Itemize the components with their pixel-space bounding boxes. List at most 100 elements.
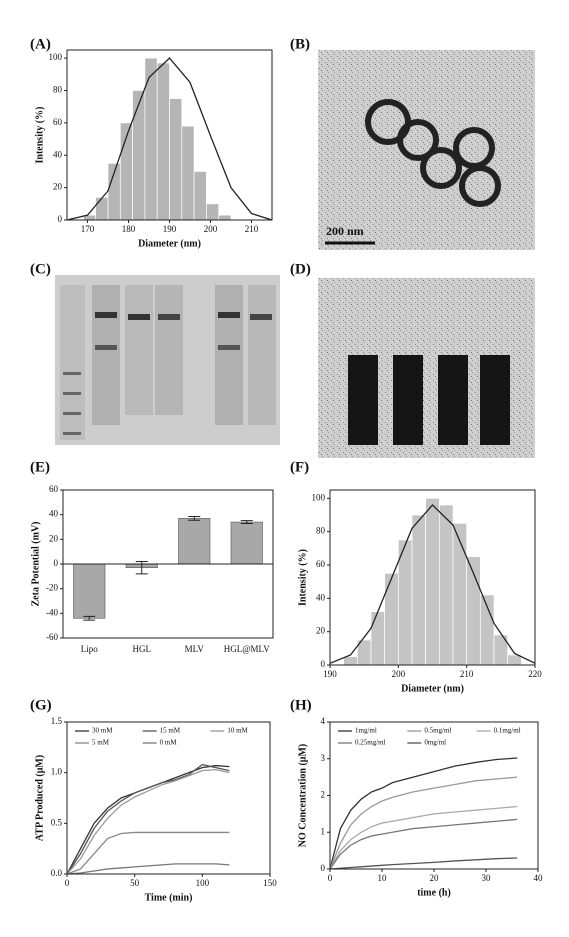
y-tick-label: 20 — [49, 533, 59, 543]
panel-label: (F) — [290, 459, 309, 475]
bar — [179, 518, 211, 564]
x-tick-label: 50 — [130, 878, 140, 888]
histogram-bar — [439, 505, 453, 665]
bar — [231, 522, 263, 564]
y-tick-label: 0 — [321, 659, 326, 669]
legend-label: 0.1mg/ml — [494, 727, 521, 735]
x-tick-label: 10 — [378, 873, 388, 883]
legend-label: 0 mM — [160, 739, 178, 747]
y-tick-label: 100 — [49, 52, 63, 62]
x-tick-label: 210 — [245, 224, 259, 234]
x-tick-label: 0 — [65, 878, 70, 888]
x-axis-label: Diameter (nm) — [138, 238, 201, 249]
figure: (A)020406080100170180190200210Diameter (… — [0, 0, 569, 937]
legend-label: 1mg/ml — [355, 727, 377, 735]
panel-label: (D) — [290, 261, 311, 277]
x-axis-label: Diameter (nm) — [401, 683, 464, 694]
histogram-bar — [453, 523, 467, 665]
x-axis-label: time (h) — [417, 887, 451, 898]
series-line — [67, 832, 229, 874]
y-tick-label: 40 — [49, 509, 59, 519]
y-axis-label: Intensity (%) — [297, 549, 308, 606]
bar — [74, 564, 106, 618]
panel-label: (B) — [290, 36, 310, 52]
y-tick-label: 20 — [53, 182, 63, 192]
y-tick-label: 1.5 — [51, 716, 63, 726]
scale-bar-label: 200 nm — [326, 224, 364, 238]
y-tick-label: 2 — [321, 790, 326, 800]
y-tick-label: 60 — [53, 117, 63, 127]
y-tick-label: 1 — [321, 826, 326, 836]
x-tick-label: 20 — [430, 873, 440, 883]
y-tick-label: 60 — [49, 484, 59, 494]
histogram-bar — [398, 540, 412, 665]
y-tick-label: 20 — [316, 626, 326, 636]
x-tick-label: 200 — [392, 669, 406, 679]
y-axis-label: NO Concentration (μM) — [297, 744, 308, 847]
x-tick-label: HGL@MLV — [224, 644, 270, 654]
series-line — [67, 864, 229, 874]
x-tick-label: 190 — [163, 224, 177, 234]
x-axis-label: Time (min) — [145, 892, 193, 903]
series-line — [330, 758, 517, 869]
histogram-bar — [508, 655, 522, 665]
histogram-bar — [412, 515, 426, 665]
tem-image — [318, 50, 535, 250]
x-tick-label: 150 — [263, 878, 277, 888]
y-tick-label: 80 — [316, 526, 326, 536]
histogram-bar — [194, 171, 206, 220]
x-tick-label: HGL — [133, 644, 152, 654]
panel-label: (C) — [30, 261, 51, 277]
panel-label: (H) — [290, 697, 312, 713]
y-axis-label: ATP Produced (μM) — [34, 755, 45, 841]
panel-label: (E) — [30, 459, 50, 475]
y-tick-label: 40 — [53, 149, 63, 159]
x-tick-label: 190 — [323, 669, 337, 679]
y-tick-label: 0.5 — [51, 817, 63, 827]
y-tick-label: 60 — [316, 559, 326, 569]
y-tick-label: 0 — [321, 863, 326, 873]
panel-label: (A) — [30, 36, 51, 52]
histogram-bar — [133, 90, 145, 220]
series-line — [330, 858, 517, 869]
x-tick-label: 200 — [204, 224, 218, 234]
y-tick-label: 100 — [312, 492, 326, 502]
histogram-bar — [182, 126, 194, 220]
x-tick-label: Lipo — [81, 644, 98, 654]
x-tick-label: 40 — [534, 873, 544, 883]
y-tick-label: 0 — [54, 558, 59, 568]
tube-photo — [318, 278, 535, 458]
y-tick-label: 80 — [53, 85, 63, 95]
panel-label: (G) — [30, 697, 52, 713]
y-tick-label: 0.0 — [51, 868, 63, 878]
y-tick-label: 0 — [58, 214, 63, 224]
y-tick-label: 3 — [321, 753, 326, 763]
y-axis-label: Zeta Potential (mV) — [30, 522, 41, 607]
histogram-bar — [426, 498, 440, 665]
histogram-bar — [96, 197, 108, 220]
series-line — [330, 819, 517, 869]
histogram-bar — [344, 657, 358, 665]
x-tick-label: 180 — [122, 224, 136, 234]
legend-label: 0.25mg/ml — [355, 739, 386, 747]
x-tick-label: 220 — [528, 669, 542, 679]
legend-label: 10 mM — [227, 727, 248, 735]
legend-label: 0mg/ml — [424, 739, 446, 747]
y-axis-label: Intensity (%) — [34, 107, 45, 164]
x-tick-label: 170 — [81, 224, 95, 234]
y-tick-label: 1.0 — [51, 767, 63, 777]
legend-label: 30 mM — [92, 727, 113, 735]
x-tick-label: 0 — [328, 873, 333, 883]
legend-label: 15 mM — [160, 727, 181, 735]
histogram-bar — [219, 215, 231, 220]
y-tick-label: -40 — [46, 607, 58, 617]
histogram-bar — [371, 612, 385, 665]
x-tick-label: 30 — [482, 873, 492, 883]
y-tick-label: 40 — [316, 592, 326, 602]
legend-label: 5 mM — [92, 739, 110, 747]
legend-label: 0.5mg/ml — [424, 727, 451, 735]
series-line — [67, 770, 229, 874]
x-tick-label: 210 — [460, 669, 474, 679]
y-tick-label: -20 — [46, 583, 58, 593]
x-tick-label: 100 — [196, 878, 210, 888]
